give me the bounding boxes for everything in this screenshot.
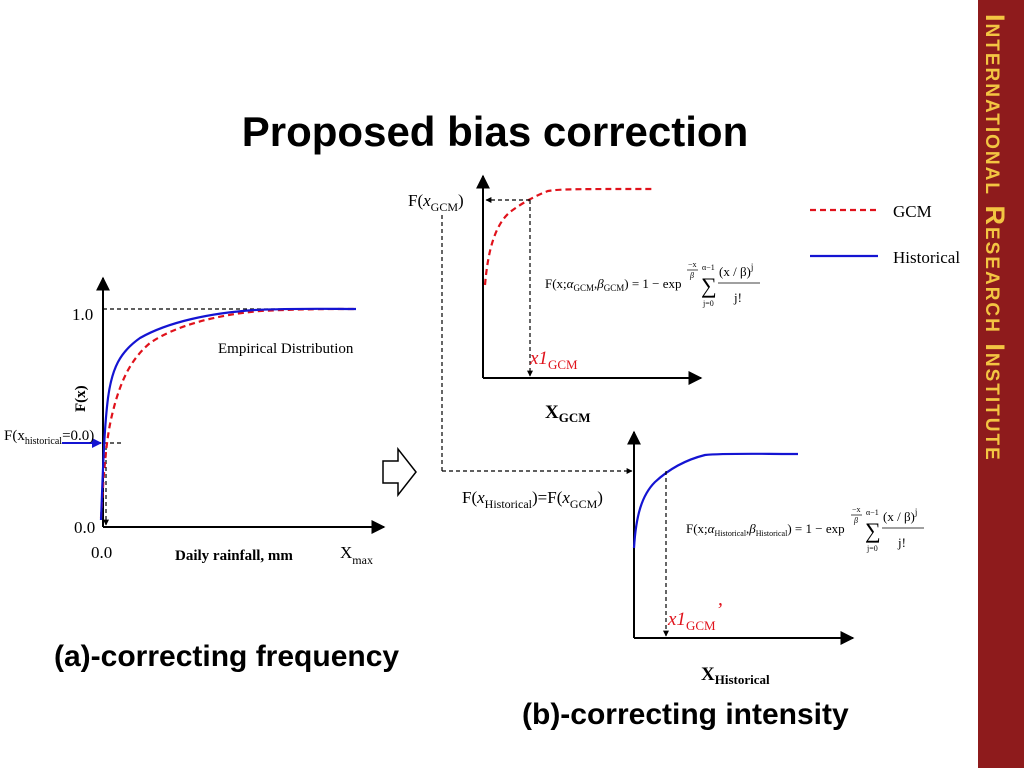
gcm-curve bbox=[483, 187, 656, 286]
caption-b: (b)-correcting intensity bbox=[522, 698, 849, 731]
svg-text:−x: −x bbox=[852, 505, 861, 514]
svg-text:j!: j! bbox=[897, 535, 906, 550]
svg-text:∑: ∑ bbox=[701, 273, 717, 298]
hist-x1-label: x1GCM’ bbox=[667, 599, 723, 633]
panel-a-marker-label: F(xhistorical=0.0) bbox=[4, 428, 94, 447]
panel-a: 1.0 0.0 0.0 F(x) Daily rainfall, mm Xmax… bbox=[4, 276, 386, 567]
panel-a-ytick-0: 0.0 bbox=[74, 518, 95, 537]
panel-a-ytick-1: 1.0 bbox=[72, 305, 93, 324]
svg-text:j=0: j=0 bbox=[866, 544, 878, 553]
legend-gcm-label: GCM bbox=[893, 202, 932, 221]
hist-curve bbox=[632, 452, 799, 549]
transition-arrow-icon bbox=[382, 446, 417, 498]
panel-b-historical-plot: F(xHistorical)=F(xGCM) x1GCM’ XHistorica… bbox=[462, 430, 924, 687]
institute-name: International Research Institute bbox=[980, 14, 1010, 462]
panel-a-historical-curve bbox=[99, 307, 357, 521]
panel-a-xtick-0: 0.0 bbox=[91, 543, 112, 562]
gcm-formula: F(x;αGCM,βGCM) = 1 − exp −x β α−1 ∑ j=0 … bbox=[545, 260, 760, 308]
panel-a-curve-label: Empirical Distribution bbox=[218, 341, 354, 357]
legend-historical-label: Historical bbox=[893, 248, 960, 267]
svg-text:F(x;αGCM,βGCM) = 1 − exp: F(x;αGCM,βGCM) = 1 − exp bbox=[545, 276, 682, 293]
svg-text:α−1: α−1 bbox=[866, 508, 879, 517]
svg-text:α−1: α−1 bbox=[702, 263, 715, 272]
svg-text:j=0: j=0 bbox=[702, 299, 714, 308]
svg-text:(x / β)j: (x / β)j bbox=[883, 507, 917, 524]
gcm-xlabel: XGCM bbox=[545, 402, 591, 425]
gcm-ylabel: F(xGCM) bbox=[408, 191, 464, 214]
svg-text:β: β bbox=[853, 516, 858, 525]
hist-ylabel: F(xHistorical)=F(xGCM) bbox=[462, 488, 603, 511]
svg-text:∑: ∑ bbox=[865, 518, 881, 543]
svg-text:−x: −x bbox=[688, 260, 697, 269]
legend: GCM Historical bbox=[810, 202, 960, 267]
panel-a-xmax: Xmax bbox=[340, 543, 373, 567]
svg-text:j!: j! bbox=[733, 290, 742, 305]
svg-text:(x / β)j: (x / β)j bbox=[719, 262, 753, 279]
hist-formula: F(x;αHistorical,βHistorical) = 1 − exp −… bbox=[686, 505, 924, 553]
panel-b-gcm-plot: F(xGCM) x1GCM XGCM F(x;αGCM,βGCM) = 1 − … bbox=[408, 174, 760, 474]
page-title: Proposed bias correction bbox=[241, 108, 749, 155]
panel-a-xlabel: Daily rainfall, mm bbox=[175, 548, 293, 564]
hist-xlabel: XHistorical bbox=[701, 664, 770, 687]
institute-sidebar bbox=[978, 0, 1024, 768]
svg-text:F(x;αHistorical,βHistorical) =: F(x;αHistorical,βHistorical) = 1 − exp bbox=[686, 521, 845, 538]
panel-a-ylabel: F(x) bbox=[73, 385, 89, 412]
caption-a: (a)-correcting frequency bbox=[54, 640, 400, 673]
gcm-x1-label: x1GCM bbox=[529, 348, 578, 372]
svg-text:β: β bbox=[689, 271, 694, 280]
